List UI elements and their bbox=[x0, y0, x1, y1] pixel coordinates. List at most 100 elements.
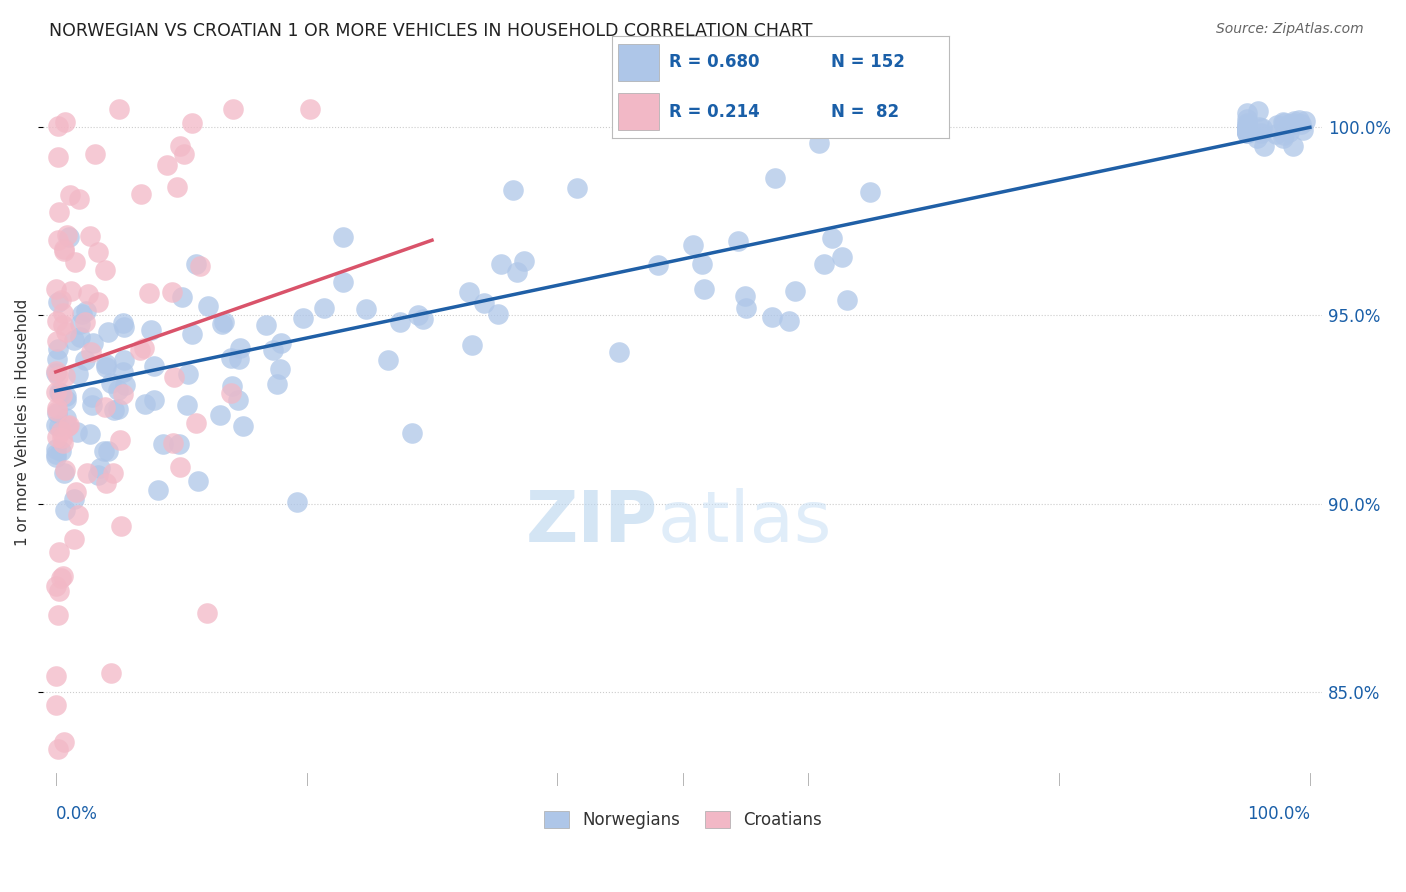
Point bbox=[46, 294, 69, 309]
Point bbox=[169, 139, 191, 153]
Point bbox=[87, 295, 110, 310]
Point bbox=[52, 436, 75, 450]
Point bbox=[186, 416, 208, 430]
Point bbox=[67, 508, 90, 523]
Point bbox=[401, 425, 423, 440]
Point bbox=[48, 384, 70, 399]
Point bbox=[1236, 126, 1258, 140]
Point bbox=[332, 229, 354, 244]
Point bbox=[107, 401, 129, 416]
Point bbox=[177, 367, 200, 381]
Point bbox=[1278, 125, 1301, 139]
Point bbox=[163, 370, 186, 384]
Point bbox=[146, 483, 169, 498]
Point bbox=[45, 698, 67, 713]
Y-axis label: 1 or more Vehicles in Household: 1 or more Vehicles in Household bbox=[15, 299, 30, 546]
Point bbox=[1272, 128, 1295, 142]
Point bbox=[67, 367, 90, 381]
Bar bbox=[619, 93, 659, 130]
Point bbox=[170, 290, 193, 304]
Point bbox=[1264, 127, 1286, 141]
Point bbox=[45, 442, 67, 456]
Point bbox=[1236, 118, 1258, 132]
Point bbox=[75, 304, 97, 318]
Point bbox=[48, 205, 70, 219]
Point bbox=[46, 369, 69, 384]
Point bbox=[1265, 118, 1288, 132]
Point bbox=[195, 606, 218, 620]
Point bbox=[1236, 121, 1258, 136]
Point bbox=[1236, 127, 1258, 141]
Point bbox=[222, 102, 245, 116]
Point bbox=[52, 735, 75, 749]
Point bbox=[45, 334, 67, 349]
Point bbox=[46, 150, 69, 164]
Point bbox=[129, 343, 152, 358]
Point bbox=[186, 257, 208, 271]
Point bbox=[100, 376, 122, 390]
Point bbox=[76, 287, 98, 301]
Point bbox=[87, 244, 110, 259]
Point bbox=[208, 409, 231, 423]
Point bbox=[1279, 118, 1302, 132]
Point bbox=[1272, 130, 1295, 145]
Point bbox=[269, 362, 291, 376]
Point bbox=[45, 447, 67, 461]
Point bbox=[859, 185, 882, 199]
Point bbox=[52, 569, 75, 583]
Point bbox=[82, 398, 104, 412]
Point bbox=[658, 116, 681, 130]
Point bbox=[83, 146, 105, 161]
Point bbox=[142, 359, 165, 374]
Point bbox=[82, 390, 104, 404]
Point bbox=[734, 289, 756, 303]
Point bbox=[212, 315, 235, 329]
Point bbox=[607, 345, 630, 359]
Point bbox=[53, 242, 76, 256]
Point bbox=[45, 351, 67, 366]
Point bbox=[1236, 126, 1258, 140]
Point bbox=[60, 284, 83, 298]
Point bbox=[488, 307, 510, 321]
Point bbox=[156, 158, 179, 172]
Point bbox=[298, 102, 321, 116]
Point bbox=[94, 357, 117, 371]
Point bbox=[180, 116, 202, 130]
Point bbox=[46, 406, 69, 420]
Point bbox=[727, 234, 749, 248]
Point bbox=[73, 352, 96, 367]
Point bbox=[1291, 117, 1313, 131]
Point bbox=[87, 467, 110, 482]
Point bbox=[97, 325, 120, 339]
Point bbox=[59, 188, 82, 202]
Text: 0.0%: 0.0% bbox=[56, 805, 97, 822]
Point bbox=[188, 259, 211, 273]
Point bbox=[55, 325, 77, 339]
Point bbox=[103, 403, 125, 417]
Point bbox=[67, 192, 90, 206]
Point bbox=[112, 320, 135, 334]
Point bbox=[489, 257, 512, 271]
Point bbox=[785, 285, 807, 299]
Point bbox=[187, 475, 209, 489]
Point bbox=[97, 443, 120, 458]
Point bbox=[1281, 116, 1303, 130]
Point bbox=[226, 393, 249, 408]
Point bbox=[49, 293, 72, 307]
Point bbox=[1282, 114, 1305, 128]
Point bbox=[1236, 106, 1258, 120]
Point bbox=[690, 257, 713, 271]
Point bbox=[1236, 125, 1258, 139]
Point bbox=[1249, 120, 1271, 135]
Text: N =  82: N = 82 bbox=[831, 103, 898, 120]
Point bbox=[46, 742, 69, 756]
Point bbox=[48, 584, 70, 599]
Point bbox=[46, 401, 69, 416]
Text: N = 152: N = 152 bbox=[831, 54, 905, 71]
Text: ZIP: ZIP bbox=[526, 488, 658, 557]
Point bbox=[408, 309, 430, 323]
Point bbox=[114, 353, 136, 368]
Text: NORWEGIAN VS CROATIAN 1 OR MORE VEHICLES IN HOUSEHOLD CORRELATION CHART: NORWEGIAN VS CROATIAN 1 OR MORE VEHICLES… bbox=[49, 22, 813, 40]
Point bbox=[45, 418, 67, 433]
Point bbox=[49, 385, 72, 400]
